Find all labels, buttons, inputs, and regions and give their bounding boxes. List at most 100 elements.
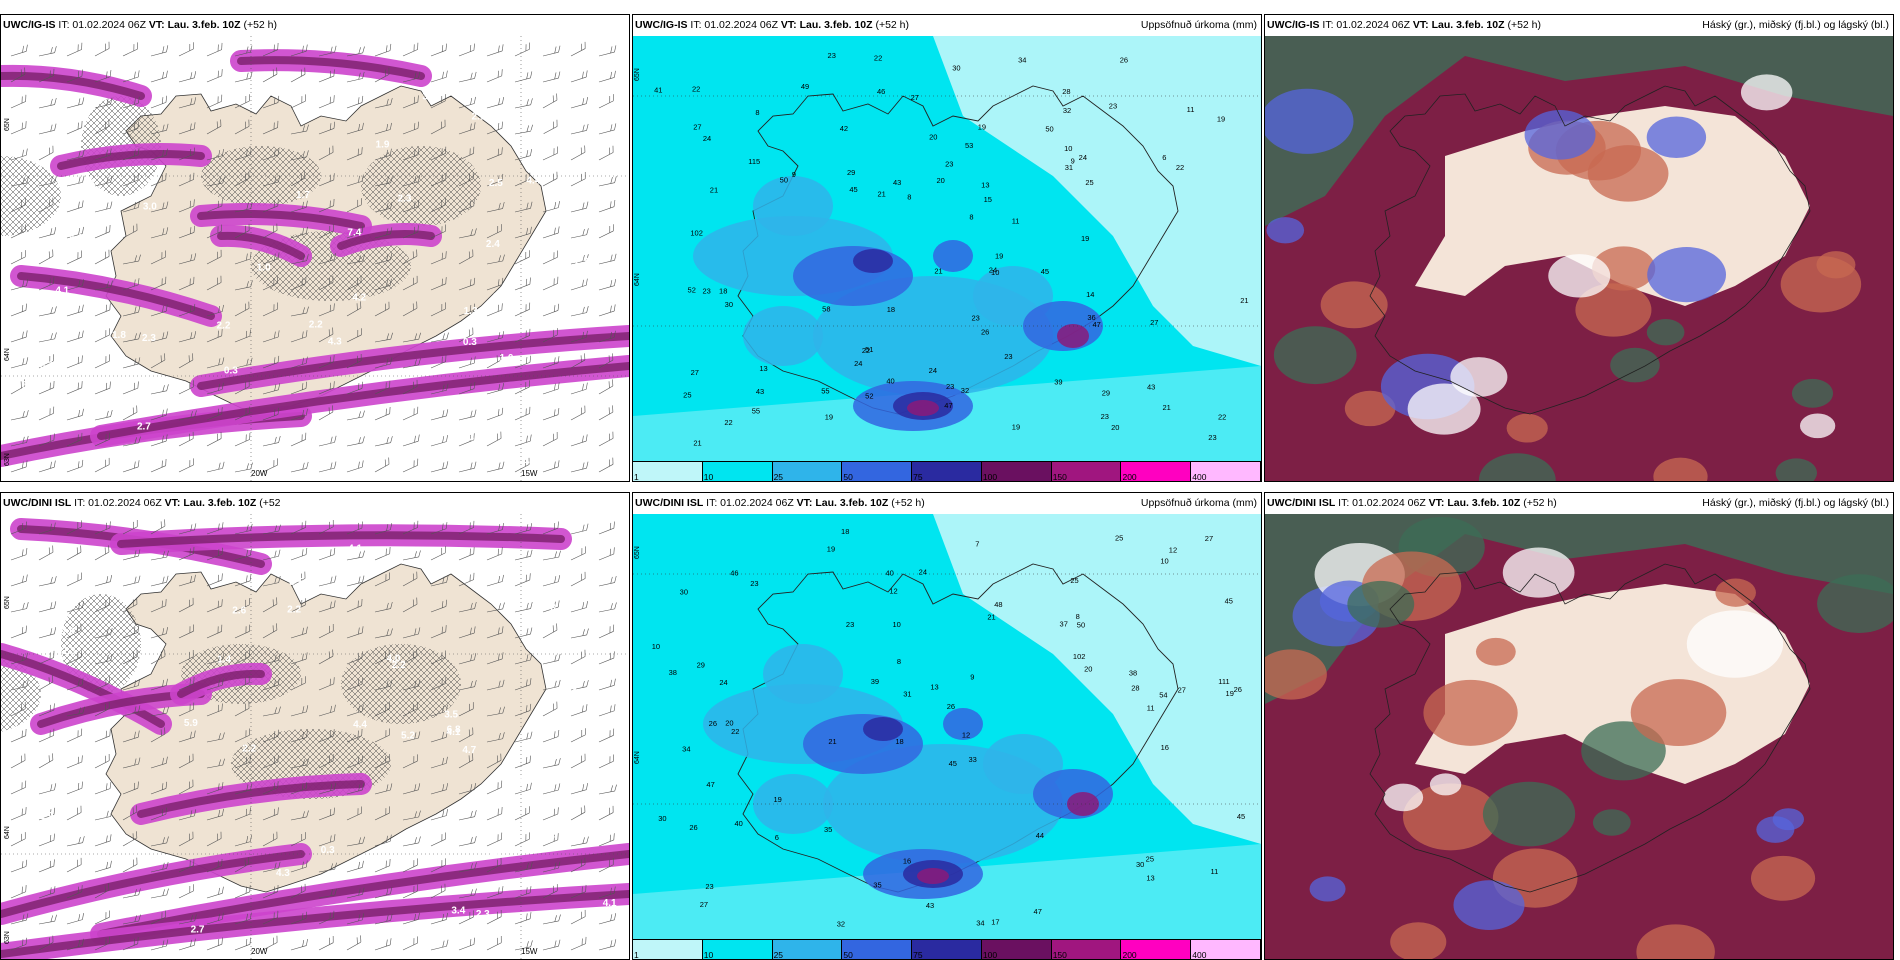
wind-barb [346, 95, 364, 109]
wind-speed-label: 2.3 [476, 909, 490, 920]
panel-wind-dini: UWC/DINI ISL IT: 01.02.2024 06Z VT: Lau.… [0, 492, 630, 960]
wind-barb [206, 461, 225, 473]
wind-barb [318, 303, 335, 317]
wind-barb [430, 575, 449, 587]
wind-barb [178, 147, 195, 161]
wind-speed-label: 4.4 [526, 176, 540, 187]
precip-value-label: 31 [1065, 163, 1073, 172]
wind-barb [430, 94, 446, 109]
legend-swatch: 150 [1051, 462, 1122, 481]
wind-barb [430, 676, 447, 691]
wind-map[interactable]: 4.2 6.8 7.0 5.2 3.4 2.6 4.1 5.9 3.7 4.4 3.5 4.0 0.3 2… [1, 514, 629, 959]
precip-value-label: 9 [792, 170, 796, 179]
wind-barb [374, 806, 390, 821]
wind-barb [122, 42, 138, 57]
wind-barb [94, 201, 113, 213]
precip-map[interactable]: 2227192327344328292423454030392936302119… [633, 36, 1261, 481]
wind-barb [486, 254, 505, 265]
precip-value-label: 21 [877, 190, 885, 199]
wind-barb [318, 435, 337, 447]
panel-title: UWC/IG-IS IT: 01.02.2024 06Z VT: Lau. 3.… [633, 15, 1261, 36]
wind-barb [598, 913, 617, 925]
precip-value-label: 13 [930, 683, 938, 692]
wind-barb [598, 805, 614, 821]
wind-barb [10, 548, 28, 561]
wind-barb [10, 625, 27, 639]
precip-value-label: 22 [731, 727, 739, 736]
lon-label: 15W [521, 947, 538, 956]
wind-barb [94, 249, 110, 265]
wind-barb [66, 226, 84, 239]
cloud-map[interactable] [1265, 514, 1893, 959]
wind-speed-label: 2.6 [509, 776, 523, 787]
wind-barb [318, 807, 335, 821]
precip-value-label: 40 [734, 819, 742, 828]
wind-barb [458, 249, 474, 265]
wind-barb [290, 810, 309, 821]
precip-value-label: 48 [994, 600, 1002, 609]
wind-barb [206, 678, 224, 691]
wind-barb [150, 599, 167, 613]
wind-barb [206, 758, 225, 769]
cloud-patch [1429, 773, 1462, 796]
wind-barb [38, 545, 54, 561]
wind-barb [542, 600, 560, 613]
wind-barb [10, 250, 26, 265]
wind-barb [178, 97, 197, 109]
wind-barb [206, 357, 225, 369]
wind-barb [402, 249, 418, 265]
precip-value-label: 8 [907, 192, 911, 201]
precip-value-label: 6 [1162, 153, 1166, 162]
precip-value-label: 9 [970, 672, 974, 681]
precip-value-label: 19 [978, 123, 986, 132]
precip-value-label: 26 [689, 823, 697, 832]
wind-band-core [57, 150, 205, 170]
wind-barb [318, 224, 334, 239]
wind-barb [598, 330, 616, 343]
cloud-patch [1273, 326, 1357, 385]
wind-barb [38, 227, 57, 239]
wind-map[interactable]: 0.3 3.1 4.2 6.3 13.9 4.4 2.6 7.4 3.2 2.0 3.1 1.3 0.5… [1, 36, 629, 481]
wind-barb [150, 384, 169, 395]
wind-barb [66, 459, 84, 473]
wind-speed-label: 2.5 [489, 178, 503, 189]
precip-value-label: 52 [865, 392, 873, 401]
lat-label: 65N [4, 118, 11, 131]
hatched-region [1, 656, 41, 732]
legend-label: 1 [634, 472, 639, 482]
wind-barb [486, 753, 502, 769]
precip-value-label: 7 [975, 539, 979, 548]
wind-barb [598, 858, 614, 873]
wind-barb [150, 304, 168, 317]
precip-value-label: 30 [1136, 860, 1144, 869]
wind-barb [10, 279, 29, 291]
wind-barb [486, 201, 505, 213]
iceland-coastline [1369, 85, 1811, 415]
wind-band-core [1, 650, 165, 728]
wind-barb [486, 626, 504, 639]
cloud-map[interactable] [1265, 36, 1893, 481]
precip-blob [917, 868, 949, 884]
wind-barb [150, 434, 168, 447]
wind-barb [290, 461, 309, 473]
precip-value-label: 45 [1225, 597, 1233, 606]
wind-barb [430, 251, 447, 265]
wind-barb [234, 937, 251, 951]
wind-barb [10, 807, 27, 821]
high-cloud-area [1265, 36, 1893, 226]
wind-barb [598, 704, 616, 717]
precip-value-label: 23 [1101, 412, 1109, 421]
wind-barb [122, 625, 139, 639]
precip-value-label: 115 [748, 157, 760, 166]
wind-barb [150, 706, 169, 717]
wind-barb [262, 935, 278, 951]
wind-barb [486, 886, 504, 899]
wind-barb [486, 652, 504, 665]
wind-barb [402, 42, 419, 57]
precip-value-label: 43 [1147, 382, 1155, 391]
wind-barb [402, 597, 418, 613]
wind-barb [94, 575, 112, 587]
wind-barb [94, 676, 110, 691]
wind-barb [94, 97, 113, 109]
